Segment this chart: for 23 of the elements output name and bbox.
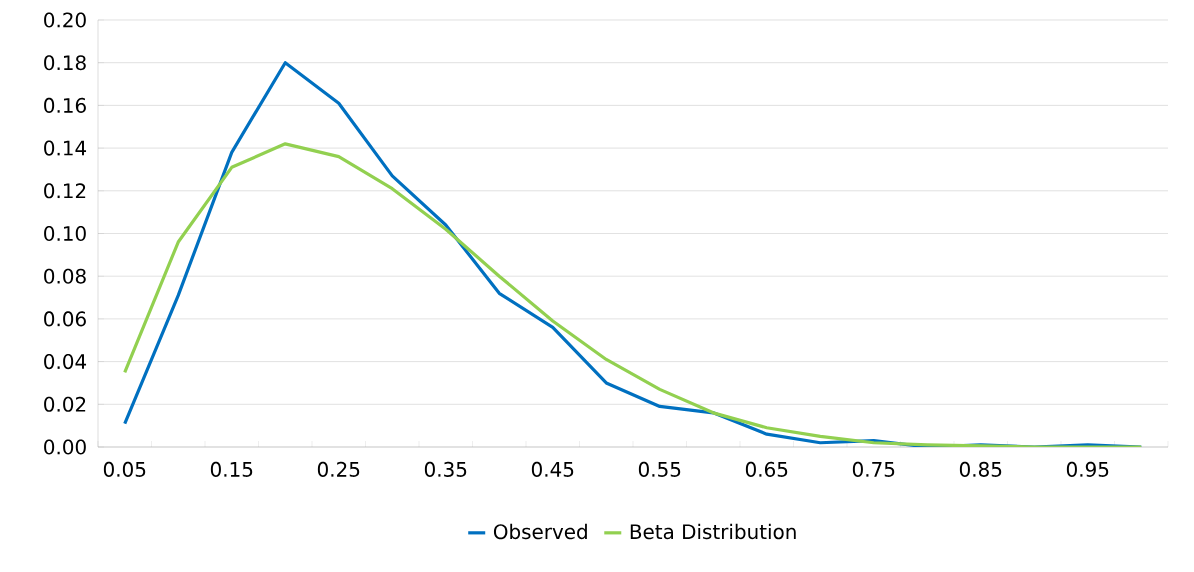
x-tick-label: 0.15 xyxy=(210,461,253,477)
y-tick-label: 0.16 xyxy=(44,97,86,113)
x-tick-label: 0.45 xyxy=(531,461,574,477)
y-tick-label: 0.12 xyxy=(44,183,86,199)
legend-label: Observed xyxy=(493,523,587,540)
y-tick-label: 0.10 xyxy=(44,225,86,242)
y-tick-label: 0.04 xyxy=(44,354,87,370)
x-tick-label: 0.35 xyxy=(424,461,467,477)
x-tick-label: 0.55 xyxy=(638,461,681,477)
x-tick-label: 0.75 xyxy=(852,461,895,477)
y-tick-label: 0.00 xyxy=(44,439,86,455)
y-tick-label: 0.08 xyxy=(44,268,86,284)
x-tick-label: 0.65 xyxy=(745,461,788,477)
y-tick-label: 0.14 xyxy=(44,140,87,156)
x-tick-label: 0.85 xyxy=(959,461,1002,477)
x-tick-label: 0.95 xyxy=(1066,461,1109,477)
y-tick-label: 0.20 xyxy=(44,12,86,28)
legend-label: Beta Distribution xyxy=(630,523,796,540)
y-tick-label: 0.02 xyxy=(44,396,86,412)
y-tick-label: 0.06 xyxy=(44,311,86,327)
x-tick-label: 0.05 xyxy=(103,461,146,477)
y-tick-label: 0.18 xyxy=(44,55,86,71)
x-tick-label: 0.25 xyxy=(317,461,360,477)
